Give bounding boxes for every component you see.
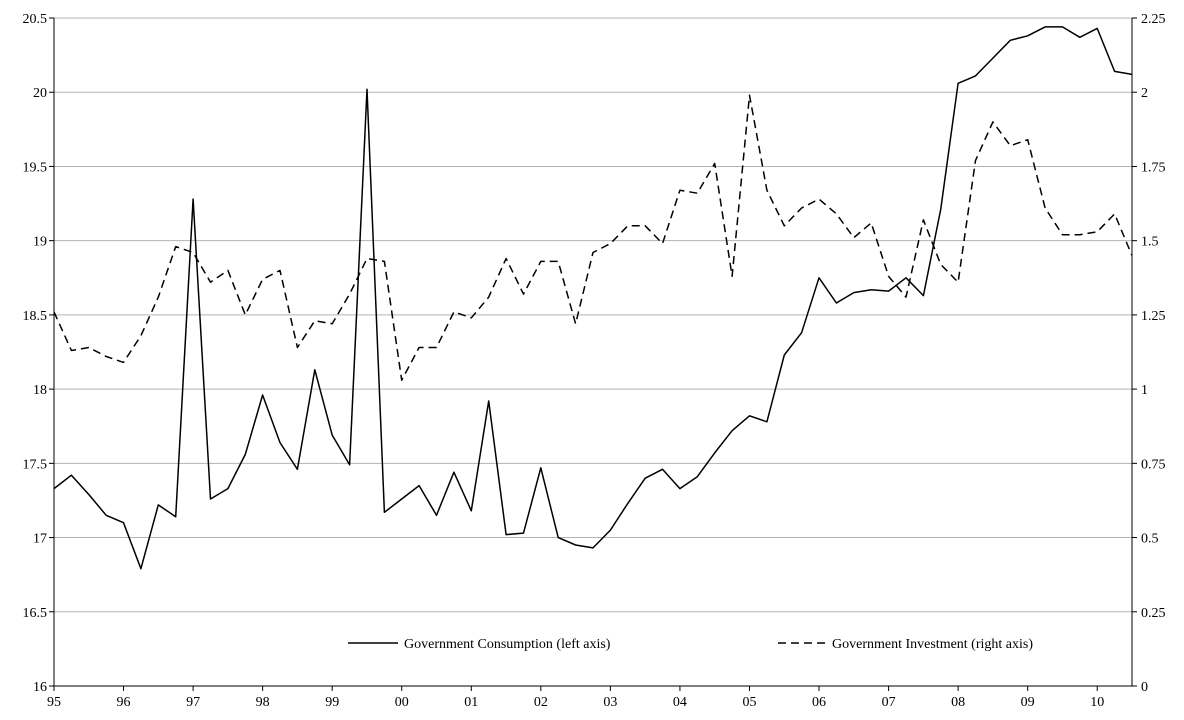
x-tick-label: 05	[742, 695, 756, 710]
legend: Government Consumption (left axis) Gover…	[348, 637, 1033, 652]
series-lines	[53, 26, 1133, 570]
x-tick-label: 06	[812, 695, 826, 710]
x-tick-label: 96	[117, 695, 131, 710]
left-tick-label: 20.5	[23, 12, 48, 27]
legend-label-consumption: Government Consumption (left axis)	[404, 637, 611, 652]
x-tick-label: 01	[464, 695, 478, 710]
right-tick-label: 0	[1141, 680, 1148, 695]
x-tick-label: 95	[47, 695, 61, 710]
series-line-consumption	[53, 26, 1133, 570]
x-tick-label: 07	[882, 695, 896, 710]
right-tick-label: 1.75	[1141, 160, 1166, 175]
x-tick-label: 00	[395, 695, 409, 710]
gridlines	[54, 17, 1132, 613]
x-tick-label: 03	[603, 695, 617, 710]
x-tick-label: 10	[1090, 695, 1104, 710]
x-axis-ticks: 95 96 97 98 99 00 01 02 03 04 05 06 07 08 09 10	[47, 686, 1104, 710]
right-tick-label: 1.5	[1141, 235, 1159, 250]
left-tick-label: 17	[33, 532, 47, 547]
x-tick-label: 02	[534, 695, 548, 710]
right-tick-label: 0.25	[1141, 606, 1166, 621]
x-tick-label: 99	[325, 695, 339, 710]
legend-label-investment: Government Investment (right axis)	[832, 637, 1033, 652]
left-tick-label: 16	[33, 680, 47, 695]
right-tick-label: 0.5	[1141, 532, 1159, 547]
left-tick-label: 18.5	[23, 309, 48, 324]
x-tick-label: 97	[186, 695, 200, 710]
left-tick-label: 19	[33, 235, 47, 250]
right-tick-label: 0.75	[1141, 457, 1166, 472]
left-tick-label: 18	[33, 383, 47, 398]
right-tick-label: 1.25	[1141, 309, 1166, 324]
left-axis-ticks: 16 16.5 17 17.5 18 18.5 19 19.5 20 20.5	[23, 12, 54, 695]
right-axis-ticks: 0 0.25 0.5 0.75 1 1.25 1.5 1.75 2 2.25	[1132, 12, 1166, 695]
series-line-investment	[53, 94, 1133, 381]
left-tick-label: 19.5	[23, 160, 48, 175]
right-tick-label: 2.25	[1141, 12, 1166, 27]
x-tick-label: 04	[673, 695, 687, 710]
left-tick-label: 16.5	[23, 606, 48, 621]
x-tick-label: 09	[1021, 695, 1035, 710]
left-tick-label: 20	[33, 86, 47, 101]
x-tick-label: 08	[951, 695, 965, 710]
right-tick-label: 2	[1141, 86, 1148, 101]
axes	[53, 18, 1133, 687]
x-tick-label: 98	[256, 695, 270, 710]
left-tick-label: 17.5	[23, 457, 48, 472]
right-tick-label: 1	[1141, 383, 1148, 398]
